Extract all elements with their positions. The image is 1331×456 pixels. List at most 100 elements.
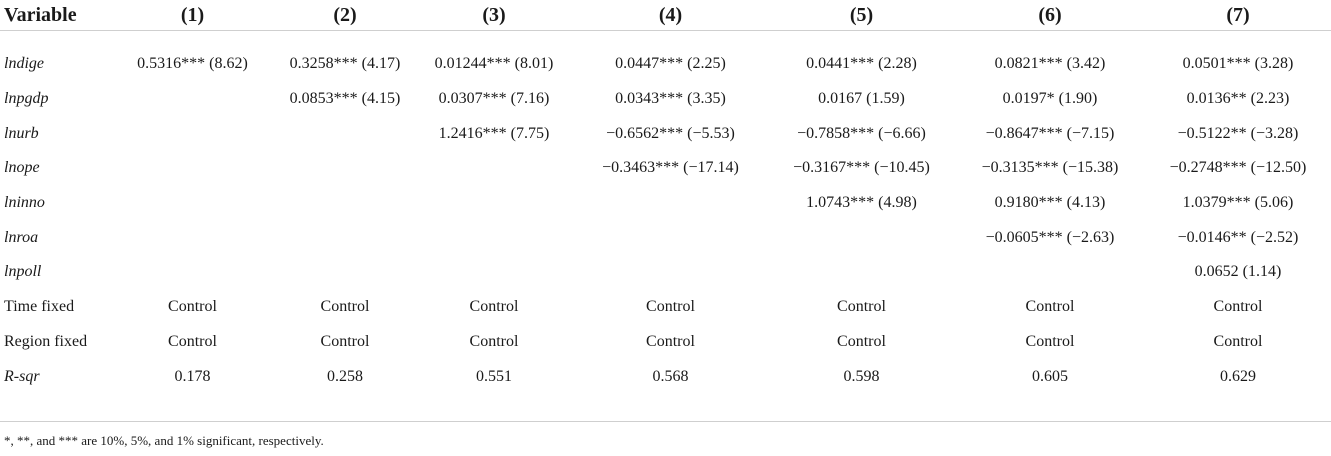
regression-table: Variable (1) (2) (3) (4) (5) (6) (7) lnd… xyxy=(0,0,1331,394)
coefficient-cell: Control xyxy=(1213,332,1263,350)
coefficient-cell xyxy=(110,116,275,151)
coefficient-cell: −0.8647*** (−7.15) xyxy=(985,124,1115,142)
header-model-3: (3) xyxy=(415,0,573,31)
coefficient-cell xyxy=(275,186,415,221)
significance-note: *, **, and *** are 10%, 5%, and 1% signi… xyxy=(4,433,324,448)
row-variable-label: lnope xyxy=(4,159,40,177)
row-variable-label: lnurb xyxy=(4,124,39,142)
coefficient-cell: 0.5316*** (8.62) xyxy=(137,55,248,73)
coefficient-cell: Control xyxy=(320,298,370,316)
coefficient-cell: Control xyxy=(320,332,370,350)
coefficient-cell: −0.3135*** (−15.38) xyxy=(981,159,1119,177)
coefficient-cell: 1.2416*** (7.75) xyxy=(438,124,550,142)
header-model-1: (1) xyxy=(110,0,275,31)
coefficient-cell: Control xyxy=(837,332,886,350)
row-variable-label: lnpoll xyxy=(4,263,42,281)
table-row: Region fixed Control Control Control Control… xyxy=(0,325,1331,360)
coefficient-cell xyxy=(275,220,415,255)
coefficient-cell: 0.0307*** (7.16) xyxy=(438,90,550,108)
coefficient-cell: 0.605 xyxy=(1032,367,1068,385)
coefficient-cell xyxy=(110,186,275,221)
coefficient-cell: Control xyxy=(469,298,519,316)
table-row: lndige 0.5316*** (8.62) 0.3258*** (4.17) 0.… xyxy=(0,31,1331,82)
coefficient-cell: 0.0853*** (4.15) xyxy=(289,90,401,108)
coefficient-cell: −0.3167*** (−10.45) xyxy=(793,159,930,177)
coefficient-cell: Control xyxy=(168,332,217,350)
coefficient-cell: Control xyxy=(1025,332,1075,350)
coefficient-cell: 0.0652 (1.14) xyxy=(1194,263,1282,281)
bottom-rule xyxy=(0,421,1331,422)
coefficient-cell: −0.7858*** (−6.66) xyxy=(797,124,926,142)
coefficient-cell xyxy=(415,151,573,186)
coefficient-cell xyxy=(415,255,573,290)
coefficient-cell xyxy=(768,220,955,255)
table-row: lnpoll 0.0652 (1.14) xyxy=(0,255,1331,290)
coefficient-cell xyxy=(768,255,955,290)
coefficient-cell: 0.0441*** (2.28) xyxy=(806,55,917,73)
coefficient-cell: 0.629 xyxy=(1220,367,1256,385)
table-row: lnroa −0.0605*** (−2.63) −0.0146** (−2.52) xyxy=(0,220,1331,255)
header-model-5: (5) xyxy=(768,0,955,31)
coefficient-cell xyxy=(573,220,768,255)
coefficient-cell: 0.0167 (1.59) xyxy=(818,90,905,108)
coefficient-cell: Control xyxy=(646,298,695,316)
coefficient-cell: 0.551 xyxy=(476,367,512,385)
coefficient-cell: −0.5122** (−3.28) xyxy=(1177,124,1299,142)
coefficient-cell: 0.01244*** (8.01) xyxy=(434,55,554,73)
header-variable: Variable xyxy=(0,0,110,31)
row-variable-label: lninno xyxy=(4,194,45,212)
coefficient-cell: 0.0197* (1.90) xyxy=(1002,90,1098,108)
coefficient-cell: Control xyxy=(469,332,519,350)
coefficient-cell: −0.3463*** (−17.14) xyxy=(602,159,739,177)
coefficient-cell: 0.178 xyxy=(174,367,211,385)
coefficient-cell xyxy=(110,82,275,117)
coefficient-cell: −0.6562*** (−5.53) xyxy=(606,124,735,142)
coefficient-cell xyxy=(573,186,768,221)
coefficient-cell: 0.3258*** (4.17) xyxy=(289,55,401,73)
table-row: lnurb 1.2416*** (7.75) −0.6562*** (−5.53) −… xyxy=(0,116,1331,151)
coefficient-cell: 0.9180*** (4.13) xyxy=(994,194,1106,212)
row-variable-label: lnpgdp xyxy=(4,90,49,108)
row-variable-label: lndige xyxy=(4,55,44,73)
coefficient-cell: 0.0136** (2.23) xyxy=(1186,90,1290,108)
coefficient-cell xyxy=(275,151,415,186)
coefficient-cell xyxy=(573,255,768,290)
row-variable-label: Time fixed xyxy=(4,298,75,316)
coefficient-cell: 0.0821*** (3.42) xyxy=(994,55,1106,73)
coefficient-cell: Control xyxy=(837,298,886,316)
coefficient-cell: Control xyxy=(646,332,695,350)
row-variable-label: R-sqr xyxy=(4,367,40,385)
coefficient-cell xyxy=(275,116,415,151)
table-header: Variable (1) (2) (3) (4) (5) (6) (7) xyxy=(0,0,1331,31)
coefficient-cell xyxy=(415,186,573,221)
table-row: R-sqr 0.178 0.258 0.551 0.568 0.598 0.605 0.629 xyxy=(0,359,1331,394)
row-variable-label: Region fixed xyxy=(4,332,88,350)
coefficient-cell: Control xyxy=(1025,298,1075,316)
header-model-2: (2) xyxy=(275,0,415,31)
table-body: lndige 0.5316*** (8.62) 0.3258*** (4.17) 0.… xyxy=(0,31,1331,394)
coefficient-cell: Control xyxy=(168,298,217,316)
table-row: Time fixed Control Control Control Control Co… xyxy=(0,290,1331,325)
coefficient-cell: 0.258 xyxy=(327,367,363,385)
coefficient-cell: 0.0447*** (2.25) xyxy=(615,55,726,73)
coefficient-cell xyxy=(110,151,275,186)
coefficient-cell xyxy=(955,255,1145,290)
coefficient-cell: 0.598 xyxy=(843,367,880,385)
coefficient-cell: −0.0146** (−2.52) xyxy=(1177,228,1299,246)
header-model-6: (6) xyxy=(955,0,1145,31)
table-row: lnope −0.3463*** (−17.14) −0.3167*** (−10.… xyxy=(0,151,1331,186)
table-row: lninno 1.0743*** (4.98) 0.9180*** (4.13) 1.… xyxy=(0,186,1331,221)
table-row: lnpgdp 0.0853*** (4.15) 0.0307*** (7.16) 0.… xyxy=(0,82,1331,117)
header-row: Variable (1) (2) (3) (4) (5) (6) (7) xyxy=(0,0,1331,31)
coefficient-cell: −0.0605*** (−2.63) xyxy=(985,228,1115,246)
coefficient-cell: −0.2748*** (−12.50) xyxy=(1169,159,1307,177)
coefficient-cell xyxy=(110,220,275,255)
coefficient-cell xyxy=(275,255,415,290)
row-variable-label: lnroa xyxy=(4,228,39,246)
coefficient-cell xyxy=(110,255,275,290)
coefficient-cell: 0.568 xyxy=(652,367,689,385)
coefficient-cell: 1.0743*** (4.98) xyxy=(806,194,917,212)
coefficient-cell xyxy=(415,220,573,255)
coefficient-cell: 0.0501*** (3.28) xyxy=(1182,55,1294,73)
